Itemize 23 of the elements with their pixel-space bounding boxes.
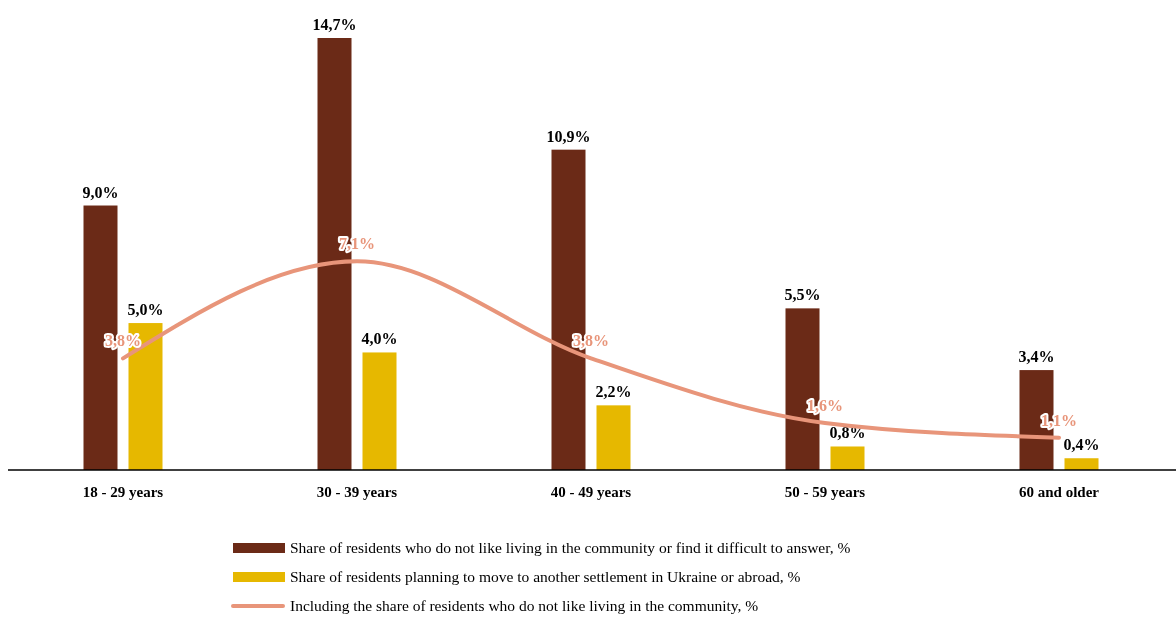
data-label: 5,0% [127,301,164,319]
x-tick-label: 30 - 39 years [316,484,398,500]
legend-label: Share of residents planning to move to another settlement in Ukraine or abroad, % [290,568,801,585]
x-tick-label: 40 - 49 years [550,484,632,500]
data-label: 2,2% [595,383,632,401]
data-label: 3,8% [105,332,141,350]
data-label: 5,5% [784,286,821,304]
bar [596,405,631,470]
legend-label: Including the share of residents who do not like living in the community, % [290,597,759,614]
data-label: 10,9% [546,127,591,145]
x-tick-label: 60 and older [1018,484,1100,500]
data-label: 3,4% [1018,348,1055,366]
legend-label: Share of residents who do not like living in the community or find it difficult to answer, % [290,539,851,556]
data-label: 0,8% [829,424,866,442]
data-label: 4,0% [361,330,398,348]
bar [830,446,865,470]
bar [362,352,397,470]
data-label: 9,0% [82,183,119,201]
data-label: 0,4% [1063,436,1100,454]
x-tick-label: 18 - 29 years [82,484,164,500]
bar [1064,458,1099,470]
x-tick-label: 50 - 59 years [784,484,866,500]
data-label: 14,7% [312,16,357,33]
